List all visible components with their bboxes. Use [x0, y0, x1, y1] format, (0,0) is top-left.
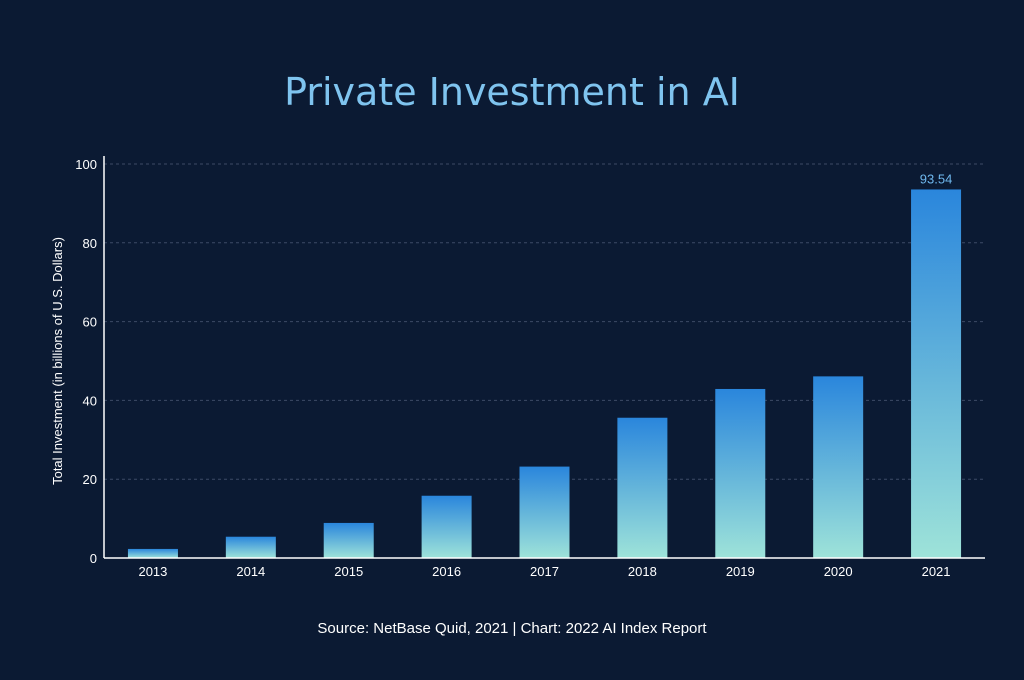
- y-tick-label: 100: [75, 157, 97, 172]
- bar-2017: [519, 466, 570, 558]
- data-label: 93.54: [920, 171, 953, 186]
- bar-2020: [813, 376, 864, 558]
- bar-2015: [323, 522, 374, 558]
- bar-2019: [715, 388, 766, 558]
- x-tick-label: 2021: [922, 564, 951, 579]
- y-tick-label: 40: [83, 393, 97, 408]
- y-tick-label: 60: [83, 315, 97, 330]
- x-tick-label: 2020: [824, 564, 853, 579]
- x-tick-label: 2014: [236, 564, 265, 579]
- x-tick-label: 2019: [726, 564, 755, 579]
- y-axis-title: Total Investment (in billions of U.S. Do…: [50, 237, 65, 485]
- x-tick-label: 2017: [530, 564, 559, 579]
- bar-2014: [225, 536, 276, 558]
- x-tick-label: 2016: [432, 564, 461, 579]
- x-tick-label: 2018: [628, 564, 657, 579]
- x-tick-label: 2015: [334, 564, 363, 579]
- bar-2018: [617, 417, 668, 558]
- bar-2016: [421, 495, 472, 558]
- chart-title: Private Investment in AI: [284, 70, 740, 114]
- source-note: Source: NetBase Quid, 2021 | Chart: 2022…: [317, 620, 707, 637]
- bar-2021: [911, 189, 962, 558]
- y-tick-label: 80: [83, 236, 97, 251]
- y-tick-label: 20: [83, 472, 97, 487]
- y-tick-label: 0: [90, 551, 97, 566]
- x-tick-label: 2013: [138, 564, 167, 579]
- bar-2013: [127, 548, 178, 558]
